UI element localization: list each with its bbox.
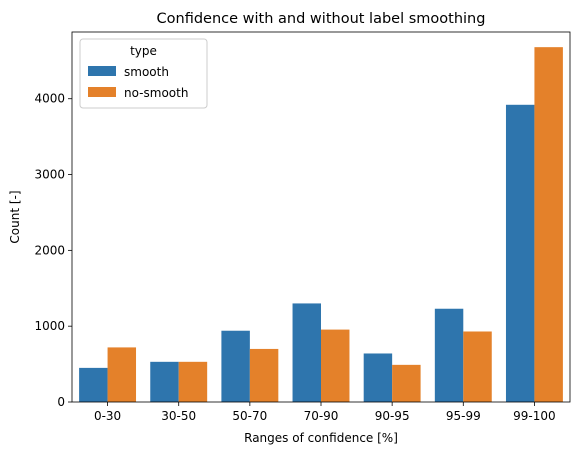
bar-smooth-30-50 <box>150 361 179 402</box>
bar-smooth-90-95 <box>363 353 393 402</box>
legend-label-no-smooth: no-smooth <box>124 86 188 100</box>
chart-title: Confidence with and without label smooth… <box>157 11 486 27</box>
x-tick-label-50-70: 50-70 <box>232 409 267 423</box>
legend-items: smooth no-smooth <box>88 65 188 100</box>
bar-smooth-0-30 <box>79 367 108 402</box>
bar-no-smooth-0-30 <box>107 347 137 402</box>
bar-no-smooth-90-95 <box>392 364 421 402</box>
x-axis-label: Ranges of confidence [%] <box>244 431 398 445</box>
axes-group: 0-30 30-50 50-70 70-90 90-95 95-99 99-100 0 1000… <box>34 31 571 423</box>
x-tick-label-90-95: 90-95 <box>375 409 410 423</box>
bar-no-smooth-99-100 <box>534 47 563 402</box>
bar-smooth-50-70 <box>221 330 250 402</box>
bar-smooth-95-99 <box>434 308 464 402</box>
bar-smooth-99-100 <box>505 104 535 402</box>
y-tick-label-1000: 1000 <box>34 319 65 333</box>
y-tick-label-3000: 3000 <box>34 168 65 182</box>
bar-smooth-70-90 <box>292 303 321 402</box>
y-axis-label: Count [-] <box>8 190 22 243</box>
legend-swatch-smooth <box>88 66 116 76</box>
legend-label-smooth: smooth <box>124 65 169 79</box>
bar-no-smooth-70-90 <box>321 329 350 402</box>
legend: type smooth no-smooth <box>79 38 208 109</box>
x-tick-label-30-50: 30-50 <box>161 409 196 423</box>
bar-no-smooth-30-50 <box>178 361 208 402</box>
y-tick-label-4000: 4000 <box>34 92 65 106</box>
x-tick-label-99-100: 99-100 <box>513 409 556 423</box>
bars-group <box>79 47 563 402</box>
x-tick-label-95-99: 95-99 <box>446 409 481 423</box>
x-tick-label-0-30: 0-30 <box>94 409 121 423</box>
y-tick-label-0: 0 <box>57 395 65 409</box>
y-tick-label-2000: 2000 <box>34 243 65 257</box>
legend-swatch-no-smooth <box>88 87 116 97</box>
bar-no-smooth-95-99 <box>463 331 492 402</box>
bar-no-smooth-50-70 <box>249 348 279 402</box>
x-tick-label-70-90: 70-90 <box>304 409 339 423</box>
legend-title: type <box>130 44 157 58</box>
